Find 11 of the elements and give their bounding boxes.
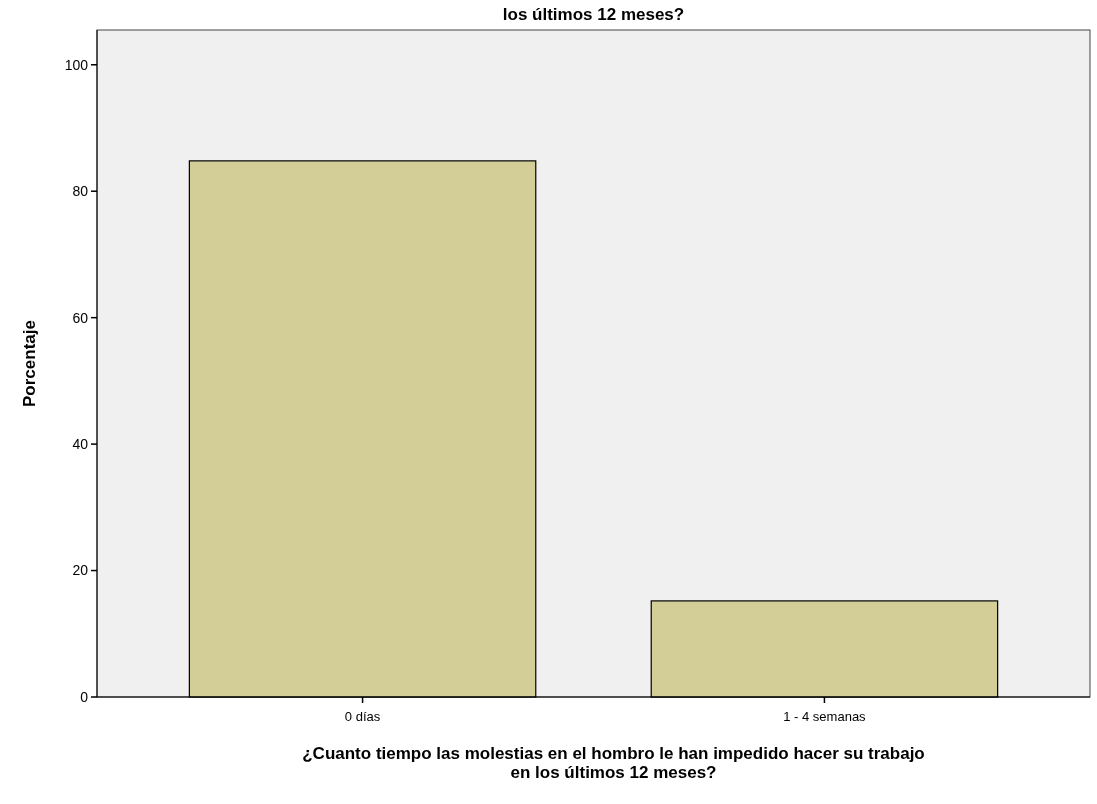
y-tick-label: 100 bbox=[64, 56, 89, 73]
x-axis-title: ¿Cuanto tiempo las molestias en el hombro le han impedido hacer su trabajo en los últimos 12 meses? bbox=[302, 744, 925, 782]
y-tick-label: 20 bbox=[72, 562, 89, 579]
chart-title: los últimos 12 meses? bbox=[502, 5, 685, 24]
x-tick-label: 0 días bbox=[344, 709, 381, 724]
x-tick-label: 1 - 4 semanas bbox=[783, 709, 867, 724]
y-tick-label: 0 bbox=[80, 688, 89, 705]
y-tick-label: 60 bbox=[72, 309, 89, 326]
y-tick-label: 40 bbox=[72, 436, 89, 453]
y-tick-label: 80 bbox=[72, 183, 89, 200]
y-axis-title: Porcentaje bbox=[20, 320, 39, 407]
